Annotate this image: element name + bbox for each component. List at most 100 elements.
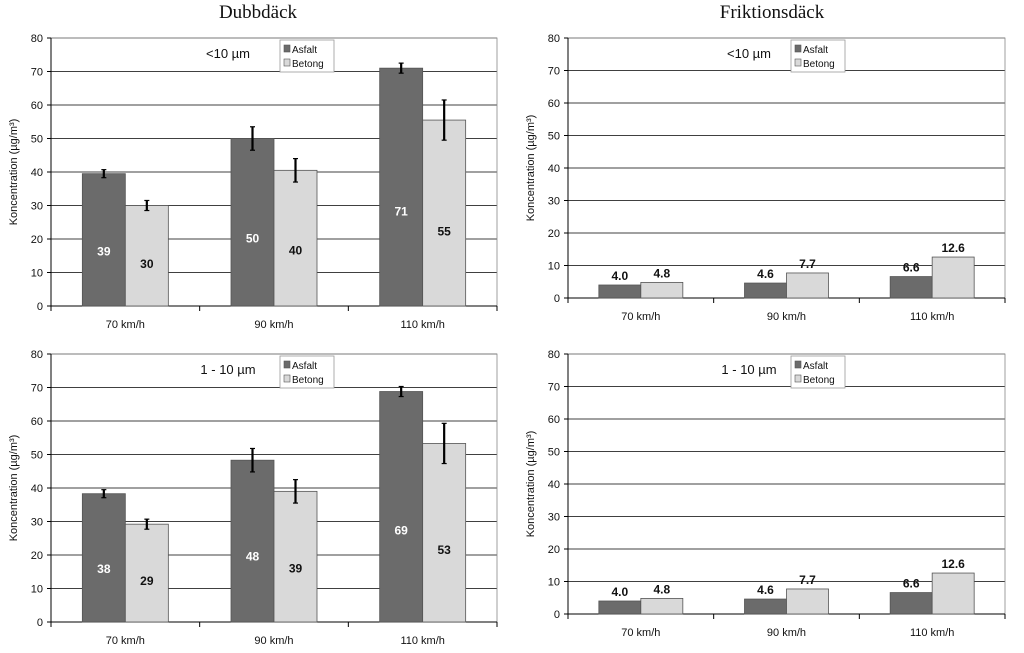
data-label: 38 (97, 562, 111, 576)
y-axis-label: Koncentration (µg/m³) (525, 115, 537, 222)
bar-asfalt (230, 459, 275, 623)
y-tick-label: 30 (31, 517, 43, 529)
y-tick-label: 10 (548, 261, 560, 273)
legend-swatch-asfalt (794, 44, 802, 53)
y-tick-label: 0 (37, 301, 43, 313)
x-tick-label: 90 km/h (254, 635, 293, 647)
y-tick-label: 60 (31, 416, 43, 428)
y-tick-label: 60 (31, 100, 43, 112)
y-tick-label: 80 (548, 33, 560, 45)
y-tick-label: 70 (548, 382, 560, 394)
y-tick-label: 60 (548, 98, 560, 110)
y-tick-label: 10 (548, 577, 560, 589)
x-tick-label: 70 km/h (621, 627, 660, 639)
y-tick-label: 40 (548, 163, 560, 175)
bar-asfalt (81, 493, 126, 623)
bar-asfalt (598, 284, 642, 299)
chart-panel-dubbdack-lt10: 0 10 20 30 40 50 60 70 80 Koncentration (µg/m³) 70… (8, 33, 498, 331)
bar-betong (786, 272, 829, 299)
data-label: 6.6 (903, 261, 920, 275)
data-label: 29 (140, 574, 154, 588)
legend-swatch-betong (283, 58, 291, 67)
bar-betong (931, 256, 975, 299)
data-label: 30 (140, 257, 154, 271)
bar-asfalt (889, 276, 933, 299)
legend-swatch-asfalt (283, 44, 291, 53)
data-label: 48 (246, 550, 260, 564)
legend-swatch-asfalt (794, 360, 802, 369)
chart-panel-dubbdack-1-10: 0 10 20 30 40 50 60 70 80 Koncentration (µg/m³) 70… (8, 349, 498, 647)
data-label: 12.6 (941, 241, 965, 255)
legend-label: Betong (803, 375, 835, 386)
y-tick-label: 80 (548, 349, 560, 361)
legend-label: Betong (292, 59, 324, 70)
legend-label: Asfalt (803, 361, 828, 372)
bar-betong (422, 443, 467, 623)
chart-panel-friktionsdack-1-10: 0 10 20 30 40 50 60 70 80 Koncentration (µg/m³) 70… (525, 349, 1006, 639)
data-label: 4.6 (757, 583, 774, 597)
y-tick-label: 70 (31, 67, 43, 79)
x-tick-label: 110 km/h (400, 319, 444, 331)
legend-swatch-betong (794, 374, 802, 383)
y-axis-label: Koncentration (µg/m³) (525, 431, 537, 538)
x-tick-label: 90 km/h (254, 319, 293, 331)
bar-asfalt (230, 138, 275, 307)
data-label: 71 (394, 205, 408, 219)
data-label: 7.7 (799, 573, 816, 587)
legend-label: Asfalt (803, 45, 828, 56)
y-tick-label: 50 (31, 450, 43, 462)
size-annotation: 1 - 10 µm (200, 362, 255, 377)
column-title-friktionsdack: Friktionsdäck (719, 2, 825, 23)
bar-asfalt (744, 598, 787, 615)
data-label: 4.8 (653, 582, 670, 596)
y-tick-label: 0 (554, 609, 560, 621)
bar-asfalt (379, 67, 424, 307)
bar-betong (273, 490, 318, 623)
y-tick-label: 0 (554, 293, 560, 305)
bar-asfalt (379, 391, 424, 623)
legend-label: Betong (803, 59, 835, 70)
bar-betong (931, 572, 975, 615)
data-label: 7.7 (799, 257, 816, 271)
bar-asfalt (598, 600, 642, 615)
data-label: 4.0 (611, 585, 628, 599)
x-tick-label: 70 km/h (106, 319, 145, 331)
y-tick-label: 20 (548, 544, 560, 556)
x-tick-label: 90 km/h (767, 311, 806, 323)
y-axis-label: Koncentration (µg/m³) (8, 119, 20, 226)
y-axis-label: Koncentration (µg/m³) (8, 435, 20, 542)
x-tick-label: 70 km/h (106, 635, 145, 647)
x-tick-label: 110 km/h (910, 311, 954, 323)
y-tick-label: 20 (31, 234, 43, 246)
chart-panel-friktionsdack-lt10: 0 10 20 30 40 50 60 70 80 Koncentration (µg/m³) 70… (525, 33, 1006, 323)
y-tick-label: 50 (548, 447, 560, 459)
y-tick-label: 70 (31, 383, 43, 395)
bar-asfalt (744, 282, 787, 299)
data-label: 40 (289, 243, 303, 257)
bar-betong (273, 169, 318, 307)
legend-swatch-asfalt (283, 360, 291, 369)
bar-betong (786, 588, 829, 615)
x-tick-label: 110 km/h (400, 635, 444, 647)
x-tick-label: 110 km/h (910, 627, 954, 639)
x-tick-label: 70 km/h (621, 311, 660, 323)
y-tick-label: 80 (31, 349, 43, 361)
y-tick-label: 60 (548, 414, 560, 426)
size-annotation: <10 µm (727, 46, 771, 61)
size-annotation: <10 µm (206, 46, 250, 61)
bar-betong (422, 119, 467, 307)
data-label: 55 (437, 224, 451, 238)
bar-betong (640, 597, 684, 615)
data-label: 6.6 (903, 577, 920, 591)
bar-asfalt (81, 173, 126, 307)
data-label: 39 (289, 561, 303, 575)
data-label: 4.8 (653, 266, 670, 280)
y-tick-label: 10 (31, 268, 43, 280)
data-label: 12.6 (941, 557, 965, 571)
y-tick-label: 20 (31, 550, 43, 562)
y-tick-label: 50 (548, 131, 560, 143)
y-tick-label: 40 (548, 479, 560, 491)
data-label: 53 (437, 543, 451, 557)
y-tick-label: 30 (548, 512, 560, 524)
y-tick-label: 50 (31, 134, 43, 146)
